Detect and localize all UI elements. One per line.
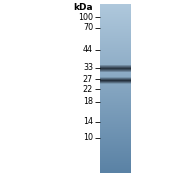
Text: kDa: kDa [73,3,93,12]
Text: 70: 70 [83,24,93,33]
Text: 44: 44 [83,46,93,55]
Text: 10: 10 [83,134,93,143]
Text: 14: 14 [83,118,93,127]
Text: 33: 33 [83,64,93,73]
Text: 18: 18 [83,98,93,107]
Text: 27: 27 [83,75,93,84]
Text: 22: 22 [83,84,93,93]
Text: 100: 100 [78,12,93,21]
